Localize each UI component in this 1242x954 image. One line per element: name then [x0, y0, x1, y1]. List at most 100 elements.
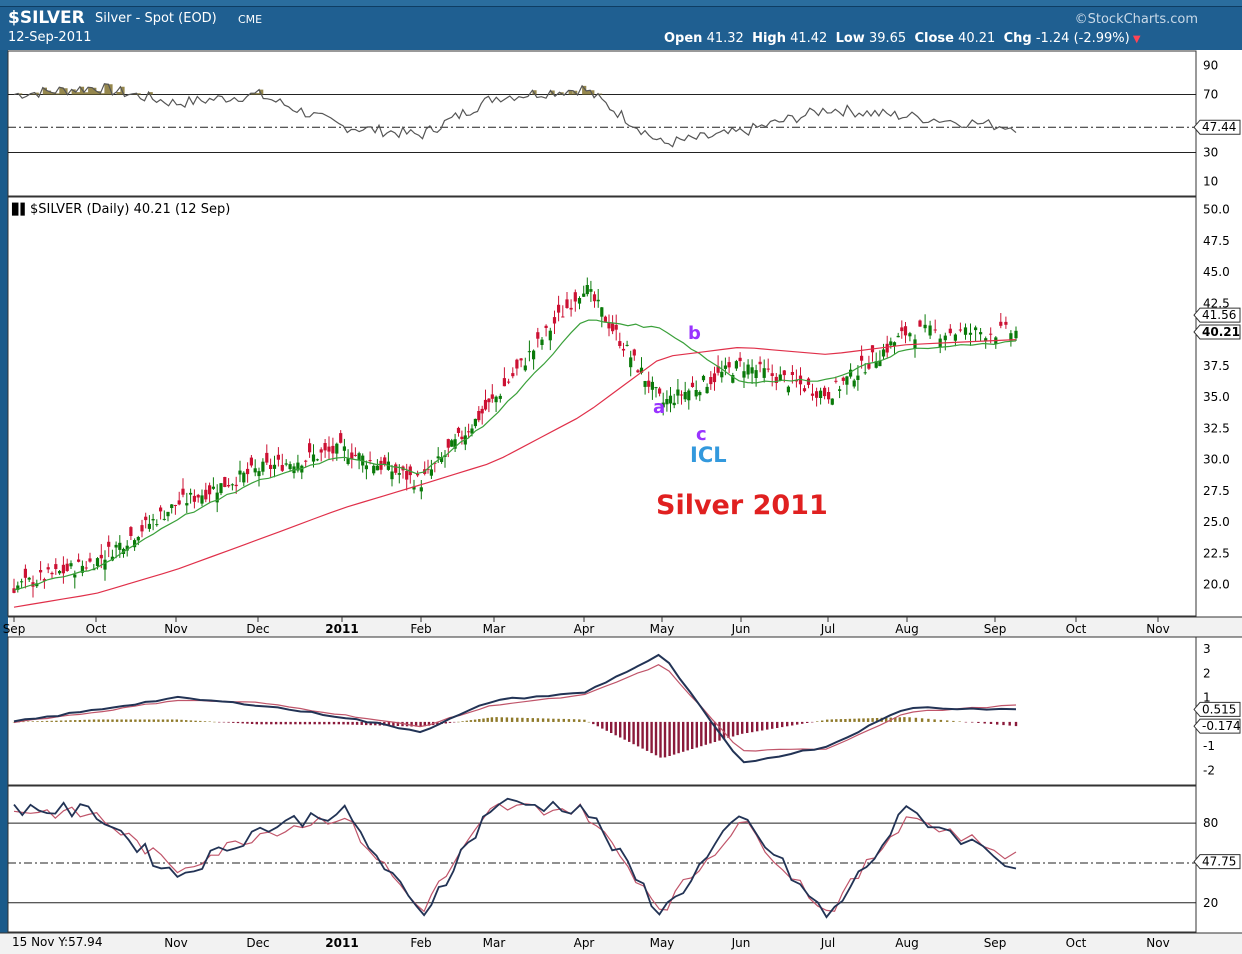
macd-histogram-bar	[423, 721, 426, 727]
symbol-name: Silver - Spot (EOD)	[95, 11, 217, 26]
wave-a-label: a	[653, 397, 665, 418]
macd-histogram-bar	[260, 721, 263, 725]
candle-body	[253, 468, 257, 473]
candle-body	[636, 370, 640, 373]
candle-body	[750, 367, 754, 374]
rsi-tick-label: 70	[1203, 88, 1218, 102]
month-label: Sep	[3, 622, 26, 636]
candle-body	[860, 355, 864, 361]
macd-histogram-bar	[695, 721, 698, 748]
wave-b-label: b	[688, 323, 701, 344]
macd-histogram-bar	[64, 720, 67, 722]
candle-body	[519, 358, 523, 361]
long-ma-line	[13, 339, 1017, 608]
macd-histogram-bar	[939, 719, 943, 722]
macd-histogram-bar	[486, 717, 489, 722]
macd-histogram-bar	[958, 721, 961, 722]
macd-histogram-bar	[659, 721, 662, 758]
candle-body	[99, 554, 103, 559]
bottom-month-label: Nov	[164, 936, 187, 950]
macd-histogram-bar	[871, 718, 874, 722]
macd-histogram-bar	[541, 718, 545, 722]
macd-histogram-bar	[22, 721, 25, 723]
candle-body	[878, 360, 882, 367]
candle-body	[676, 389, 680, 396]
candle-body	[654, 387, 658, 389]
rsi-last-value: 47.44	[1202, 120, 1236, 134]
macd-histogram-bar	[632, 721, 635, 745]
candle-body	[679, 394, 684, 396]
macd-histogram-bar	[875, 718, 879, 722]
month-label: Jun	[731, 622, 751, 636]
month-label: Dec	[246, 622, 269, 636]
macd-histogram-bar	[120, 719, 123, 722]
macd-tick-label: 3	[1203, 642, 1211, 656]
candle-body	[107, 541, 111, 547]
bottom-month-label: Mar	[483, 936, 506, 950]
macd-histogram-bar	[360, 721, 363, 725]
macd-histogram-bar	[482, 718, 485, 722]
macd-histogram-bar	[323, 721, 326, 725]
macd-histogram-bar	[289, 721, 292, 725]
candle-body	[16, 585, 20, 590]
macd-last-value-tag	[1193, 701, 1241, 717]
macd-histogram-bar	[654, 721, 658, 756]
macd-histogram-bar	[806, 721, 809, 723]
bottom-month-label: Jun	[731, 936, 751, 950]
bottom-month-label: Nov	[1146, 936, 1169, 950]
candle-body	[27, 577, 31, 580]
candle-body	[368, 460, 372, 462]
macd-histogram-bar	[741, 721, 744, 734]
panel-layer: Sep Oct Nov Dec 2011 Feb Mar Apr May Jun Jul Aug Sep…	[0, 50, 1242, 954]
macd-histogram-bar	[41, 721, 44, 722]
candle-body	[705, 386, 709, 394]
candle-body	[470, 428, 474, 434]
candle-body	[720, 371, 724, 378]
macd-histogram-bar	[45, 720, 49, 722]
candle-body	[754, 370, 758, 378]
macd-histogram-bar	[461, 721, 464, 722]
price-tick-label: 37.5	[1203, 359, 1230, 373]
sto-tick-label: 80	[1203, 816, 1218, 830]
high-label: High	[752, 31, 786, 46]
macd-signal-line	[13, 664, 1017, 752]
macd-histogram-bar	[308, 721, 311, 725]
candle-body	[323, 443, 327, 451]
candle-body	[515, 359, 519, 369]
candle-body	[607, 323, 611, 329]
month-label: Apr	[574, 622, 595, 636]
candle-body	[136, 537, 140, 541]
macd-histogram-bar	[839, 719, 843, 722]
candle-body	[948, 328, 952, 334]
macd-histogram-bar	[436, 721, 439, 725]
macd-histogram-bar	[414, 721, 418, 727]
candle-body	[95, 558, 100, 567]
macd-histogram-bar	[36, 721, 39, 722]
macd-histogram-bar	[751, 721, 754, 733]
macd-histogram-bar	[989, 721, 993, 724]
candle-body	[342, 446, 346, 451]
candle-body	[436, 456, 440, 459]
rsi-tick-label: 10	[1203, 175, 1218, 189]
macd-histogram-bar	[927, 718, 930, 722]
candle-body	[129, 527, 133, 536]
price-tag-high-tag	[1193, 307, 1241, 323]
macd-histogram-bar	[557, 718, 560, 722]
candle-body	[1014, 330, 1018, 339]
macd-histogram-bar	[284, 721, 287, 725]
candle-body	[192, 495, 196, 502]
candle-body	[625, 344, 629, 346]
candle-body	[234, 484, 238, 487]
candle-body	[390, 471, 394, 480]
macd-histogram-bar	[862, 718, 865, 722]
candle-body	[276, 454, 280, 460]
macd-histogram-bar	[636, 721, 640, 747]
macd-histogram-bar	[510, 717, 514, 722]
macd-histogram-bar	[682, 721, 685, 752]
candle-body	[746, 364, 750, 375]
bottom-month-label: Sep	[984, 936, 1007, 950]
macd-histogram-bar	[337, 721, 340, 725]
candle-body	[802, 388, 807, 392]
candle-body	[331, 445, 335, 454]
macd-histogram-bar	[222, 721, 226, 723]
